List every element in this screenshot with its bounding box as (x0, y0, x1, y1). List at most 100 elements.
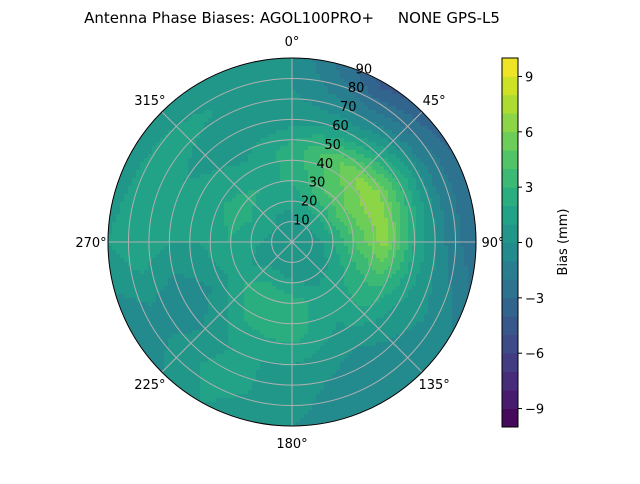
contour-cell (152, 306, 157, 311)
contour-cell (168, 290, 173, 295)
contour-cell (300, 174, 305, 179)
contour-cell (308, 166, 313, 171)
contour-cell (148, 214, 153, 219)
contour-cell (284, 78, 289, 83)
contour-cell (388, 90, 393, 95)
contour-cell (188, 98, 193, 103)
contour-cell (216, 222, 221, 227)
contour-cell (168, 198, 173, 203)
contour-cell (344, 250, 349, 255)
contour-cell (252, 242, 257, 247)
contour-cell (404, 166, 409, 171)
contour-cell (252, 302, 257, 307)
contour-cell (344, 118, 349, 123)
contour-cell (276, 162, 281, 167)
contour-cell (216, 78, 221, 83)
contour-cell (256, 190, 261, 195)
contour-cell (268, 258, 273, 263)
contour-cell (252, 174, 257, 179)
contour-cell (372, 206, 377, 211)
contour-cell (172, 230, 177, 235)
contour-cell (164, 302, 169, 307)
contour-cell (316, 238, 321, 243)
contour-cell (316, 186, 321, 191)
contour-cell (296, 118, 301, 123)
contour-cell (144, 170, 149, 175)
contour-cell (408, 186, 413, 191)
contour-cell (388, 174, 393, 179)
contour-cell (232, 270, 237, 275)
contour-cell (128, 182, 133, 187)
contour-cell (388, 170, 393, 175)
contour-cell (296, 146, 301, 151)
contour-cell (392, 210, 397, 215)
contour-cell (108, 218, 113, 223)
contour-cell (152, 298, 157, 303)
contour-cell (160, 118, 165, 123)
contour-cell (296, 250, 301, 255)
contour-cell (248, 238, 253, 243)
contour-cell (176, 170, 181, 175)
contour-cell (332, 70, 337, 75)
contour-cell (436, 274, 441, 279)
contour-cell (176, 182, 181, 187)
contour-cell (224, 98, 229, 103)
contour-cell (448, 190, 453, 195)
contour-cell (388, 94, 393, 99)
contour-cell (276, 270, 281, 275)
contour-cell (324, 146, 329, 151)
contour-cell (312, 174, 317, 179)
contour-cell (208, 274, 213, 279)
contour-cell (188, 182, 193, 187)
contour-cell (236, 90, 241, 95)
contour-cell (344, 158, 349, 163)
contour-cell (420, 206, 425, 211)
contour-cell (276, 234, 281, 239)
contour-cell (316, 178, 321, 183)
contour-cell (400, 106, 405, 111)
contour-cell (200, 166, 205, 171)
contour-cell (356, 74, 361, 79)
contour-cell (192, 162, 197, 167)
contour-cell (292, 134, 297, 139)
contour-cell (148, 246, 153, 251)
contour-cell (416, 194, 421, 199)
contour-cell (352, 306, 357, 311)
contour-cell (184, 234, 189, 239)
contour-cell (224, 242, 229, 247)
contour-cell (268, 170, 273, 175)
contour-cell (388, 258, 393, 263)
contour-cell (148, 290, 153, 295)
contour-cell (404, 106, 409, 111)
contour-cell (372, 134, 377, 139)
contour-cell (328, 234, 333, 239)
contour-cell (376, 78, 381, 83)
contour-cell (300, 82, 305, 87)
contour-cell (192, 102, 197, 107)
contour-cell (164, 126, 169, 131)
contour-cell (120, 206, 125, 211)
contour-cell (428, 194, 433, 199)
contour-cell (352, 218, 357, 223)
contour-cell (180, 242, 185, 247)
contour-cell (316, 278, 321, 283)
contour-cell (172, 234, 177, 239)
contour-cell (444, 158, 449, 163)
contour-cell (280, 174, 285, 179)
contour-cell (284, 182, 289, 187)
contour-cell (132, 238, 137, 243)
contour-cell (332, 86, 337, 91)
contour-cell (344, 94, 349, 99)
contour-cell (304, 266, 309, 271)
contour-cell (204, 214, 209, 219)
contour-cell (292, 214, 297, 219)
contour-cell (396, 154, 401, 159)
contour-cell (308, 74, 313, 79)
contour-cell (140, 286, 145, 291)
contour-cell (124, 234, 129, 239)
contour-cell (272, 178, 277, 183)
contour-cell (460, 182, 465, 187)
contour-cell (144, 138, 149, 143)
contour-cell (248, 210, 253, 215)
contour-cell (340, 114, 345, 119)
